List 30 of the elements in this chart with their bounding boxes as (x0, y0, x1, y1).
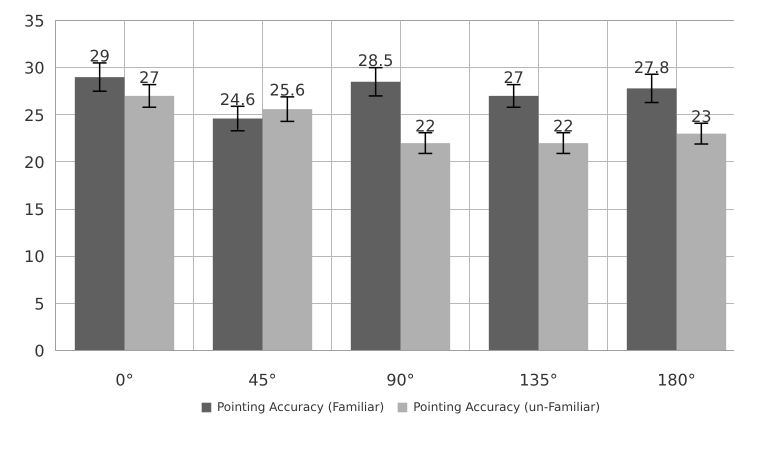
y-tick-label: 20 (24, 152, 44, 172)
data-label: 23 (691, 106, 712, 126)
data-label: 24.6 (220, 90, 256, 109)
data-label: 27.8 (634, 58, 670, 77)
bar (350, 82, 400, 350)
y-tick-label: 30 (24, 58, 44, 78)
data-label: 27 (503, 68, 524, 88)
legend-label: Pointing Accuracy (Familiar) (216, 400, 384, 414)
x-tick-label: 180° (657, 370, 696, 390)
y-tick-label: 0 (34, 342, 45, 360)
bar (212, 118, 262, 350)
y-tick-label: 5 (34, 294, 45, 314)
data-label: 22 (415, 116, 436, 136)
data-label: 25.6 (270, 80, 306, 100)
y-tick-label: 35 (24, 12, 44, 30)
bar (488, 96, 538, 350)
y-tick-label: 25 (24, 106, 44, 125)
data-label: 22 (553, 116, 574, 136)
y-tick-label: 10 (24, 247, 44, 266)
data-label: 28.5 (358, 51, 394, 70)
data-label: 27 (139, 68, 160, 88)
legend-label: Pointing Accuracy (un-Familiar) (413, 400, 600, 414)
bar (74, 77, 124, 350)
y-tick-label: 15 (24, 200, 44, 220)
x-tick-label: 90° (386, 370, 415, 390)
x-tick-label: 0° (115, 370, 134, 390)
data-label: 29 (89, 46, 110, 66)
bar (626, 88, 676, 350)
x-tick-label: 135° (519, 370, 558, 390)
x-tick-label: 45° (248, 370, 277, 390)
